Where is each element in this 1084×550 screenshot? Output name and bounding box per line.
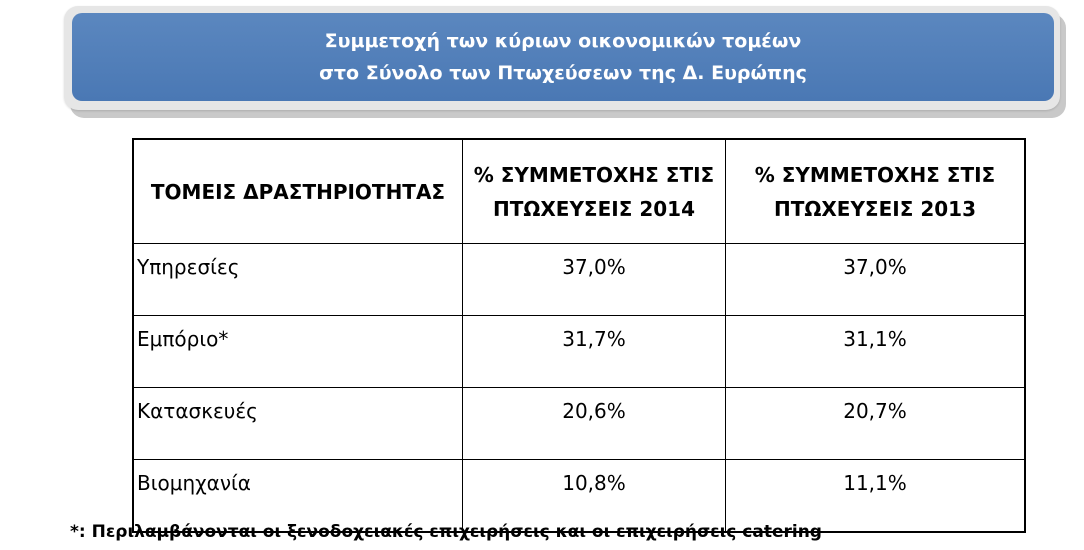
footnote: *: Περιλαμβάνονται οι ξενοδοχειακές επιχ… — [70, 522, 822, 542]
value-2013-cell: 31,1% — [725, 315, 1026, 388]
value-2013-cell: 37,0% — [725, 243, 1026, 316]
sector-cell: Υπηρεσίες — [132, 243, 463, 316]
value-2013-cell: 20,7% — [725, 387, 1026, 460]
table-row: Εμπόριο* 31,7% 31,1% — [132, 315, 1026, 388]
sector-cell: Εμπόριο* — [132, 315, 463, 388]
header-sector: ΤΟΜΕΙΣ ΔΡΑΣΤΗΡΙΟΤΗΤΑΣ — [132, 138, 463, 244]
title-line-1: Συμμετοχή των κύριων οικονομικών τομέων — [324, 30, 802, 52]
header-2013: % ΣΥΜΜΕΤΟΧΗΣ ΣΤΙΣ ΠΤΩΧΕΥΣΕΙΣ 2013 — [725, 138, 1026, 244]
value-2013-cell: 11,1% — [725, 459, 1026, 533]
sector-cell: Κατασκευές — [132, 387, 463, 460]
table-row: Κατασκευές 20,6% 20,7% — [132, 387, 1026, 460]
title-line-2: στο Σύνολο των Πτωχεύσεων της Δ. Ευρώπης — [319, 62, 807, 84]
title-banner: Συμμετοχή των κύριων οικονομικών τομέων … — [72, 13, 1054, 101]
header-2014: % ΣΥΜΜΕΤΟΧΗΣ ΣΤΙΣ ΠΤΩΧΕΥΣΕΙΣ 2014 — [462, 138, 726, 244]
value-2014-cell: 10,8% — [462, 459, 726, 533]
table-row: Βιομηχανία 10,8% 11,1% — [132, 459, 1026, 533]
value-2014-cell: 31,7% — [462, 315, 726, 388]
sector-cell: Βιομηχανία — [132, 459, 463, 533]
table-header-row: ΤΟΜΕΙΣ ΔΡΑΣΤΗΡΙΟΤΗΤΑΣ % ΣΥΜΜΕΤΟΧΗΣ ΣΤΙΣ … — [132, 138, 1026, 244]
table-row: Υπηρεσίες 37,0% 37,0% — [132, 243, 1026, 316]
sector-participation-table: ΤΟΜΕΙΣ ΔΡΑΣΤΗΡΙΟΤΗΤΑΣ % ΣΥΜΜΕΤΟΧΗΣ ΣΤΙΣ … — [132, 138, 1026, 533]
value-2014-cell: 37,0% — [462, 243, 726, 316]
value-2014-cell: 20,6% — [462, 387, 726, 460]
